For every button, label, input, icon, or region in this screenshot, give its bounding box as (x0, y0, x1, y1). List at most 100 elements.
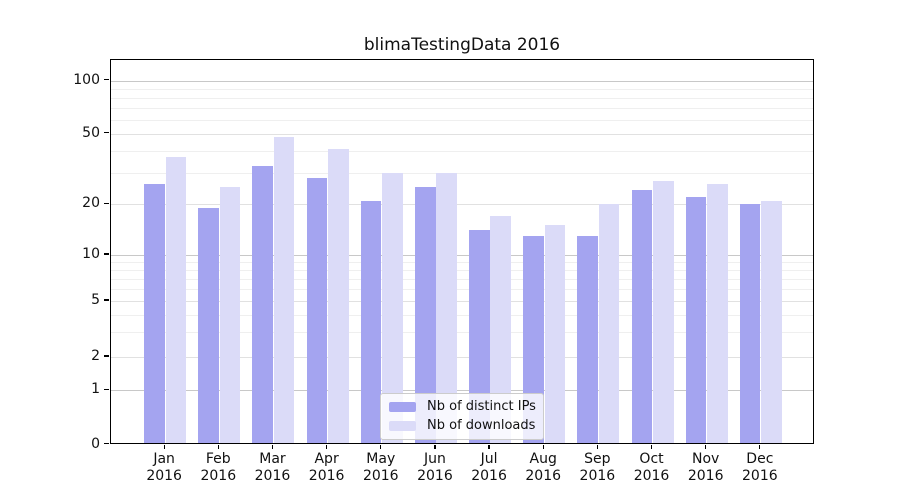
y-tick-label: 5 (91, 292, 100, 308)
y-tick-mark (104, 202, 109, 204)
y-tick-mark (104, 253, 109, 255)
x-tick-label: Oct 2016 (622, 451, 682, 485)
x-tick-label: Jun 2016 (405, 451, 465, 485)
x-tick-month: Jul (480, 451, 498, 467)
legend: Nb of distinct IPs Nb of downloads (380, 393, 544, 440)
x-tick-mark (271, 444, 274, 449)
x-tick-year: 2016 (471, 468, 507, 484)
x-tick-year: 2016 (362, 468, 399, 484)
bar-distinct-ips (144, 184, 165, 443)
legend-swatch-distinct-ips (389, 402, 416, 412)
bar-downloads (273, 136, 295, 443)
gridline-minor (111, 107, 813, 109)
x-tick-year: 2016 (742, 468, 778, 484)
gridline-minor (111, 88, 813, 90)
gridline-minor (111, 278, 813, 280)
x-tick-mark (488, 444, 490, 449)
x-tick-year: 2016 (417, 468, 453, 484)
gridline-minor (111, 119, 813, 121)
gridline-minor (111, 173, 813, 175)
bar-distinct-ips (469, 230, 490, 443)
bar-distinct-ips (198, 208, 219, 443)
bar-downloads (436, 173, 457, 443)
y-tick-label: 2 (91, 348, 100, 364)
plot-area: Nb of distinct IPs Nb of downloads (110, 59, 814, 444)
x-tick-mark (380, 444, 382, 449)
x-tick-label: Nov 2016 (676, 451, 736, 485)
gridline-minor (111, 314, 813, 316)
legend-item: Nb of downloads (389, 418, 536, 434)
legend-label: Nb of downloads (427, 418, 536, 433)
x-tick-year: 2016 (633, 468, 670, 484)
bar-distinct-ips (523, 235, 544, 443)
x-tick-month: Sep (584, 451, 611, 467)
x-tick-label: Jul 2016 (459, 451, 519, 485)
gridline-minor (111, 269, 813, 271)
bar-distinct-ips (306, 178, 328, 443)
x-tick-month: Oct (639, 451, 664, 467)
bar-downloads (707, 184, 728, 443)
x-tick-year: 2016 (525, 468, 562, 484)
x-tick-mark (705, 444, 707, 449)
chart-title: blimaTestingData 2016 (363, 35, 561, 55)
x-tick-mark (163, 444, 165, 449)
bar-downloads (219, 187, 241, 443)
x-tick-month: Aug (529, 451, 557, 467)
bar-distinct-ips (685, 196, 707, 443)
y-tick-label: 1 (91, 381, 100, 398)
bar-downloads (544, 225, 566, 443)
bar-downloads (328, 148, 349, 443)
gridline-minor (111, 150, 813, 152)
x-tick-label: Aug 2016 (513, 451, 573, 485)
bar-distinct-ips (577, 235, 598, 443)
gridline (111, 133, 813, 135)
bar-downloads (490, 216, 512, 443)
x-tick-label: Sep 2016 (567, 451, 627, 485)
x-tick-label: Jan 2016 (134, 451, 194, 485)
x-tick-month: Apr (314, 451, 339, 467)
legend-swatch-downloads (389, 421, 416, 431)
x-tick-month: Dec (746, 451, 774, 467)
x-tick-year: 2016 (200, 468, 237, 484)
x-tick-mark (759, 444, 761, 449)
x-tick-year: 2016 (579, 468, 616, 484)
y-tick-label: 0 (91, 435, 100, 452)
gridline-major (111, 80, 813, 82)
x-tick-label: May 2016 (351, 451, 411, 485)
bar-downloads (382, 173, 403, 443)
x-tick-month: May (366, 451, 396, 467)
x-tick-label: Apr 2016 (297, 451, 357, 485)
x-tick-label: Feb 2016 (188, 451, 248, 485)
gridline-minor (111, 261, 813, 263)
x-tick-month: Jun (423, 451, 446, 467)
bar-downloads (165, 156, 187, 443)
y-tick-label: 10 (82, 246, 100, 262)
bar-distinct-ips (631, 190, 653, 443)
y-tick-label: 20 (82, 195, 100, 212)
y-tick-mark (104, 355, 109, 357)
gridline-minor (111, 97, 813, 99)
legend-item: Nb of distinct IPs (389, 399, 536, 415)
x-tick-year: 2016 (146, 468, 182, 484)
bar-distinct-ips (360, 200, 382, 443)
gridline-major (111, 390, 813, 392)
gridline (111, 301, 813, 302)
x-tick-mark (542, 444, 544, 449)
x-tick-year: 2016 (254, 468, 291, 484)
x-tick-year: 2016 (308, 468, 345, 484)
y-tick-mark (104, 132, 109, 134)
x-tick-month: Jan (153, 451, 175, 467)
bar-distinct-ips (414, 187, 436, 443)
y-tick-mark (104, 299, 109, 301)
x-tick-mark (326, 444, 328, 449)
x-tick-month: Nov (692, 451, 720, 467)
x-tick-mark (596, 444, 598, 449)
x-tick-mark (217, 444, 219, 449)
y-tick-label: 50 (82, 124, 100, 141)
bar-downloads (652, 181, 674, 443)
bar-downloads (761, 200, 782, 443)
y-tick-label: 100 (73, 71, 100, 88)
y-tick-mark (104, 78, 109, 81)
gridline (111, 204, 813, 206)
